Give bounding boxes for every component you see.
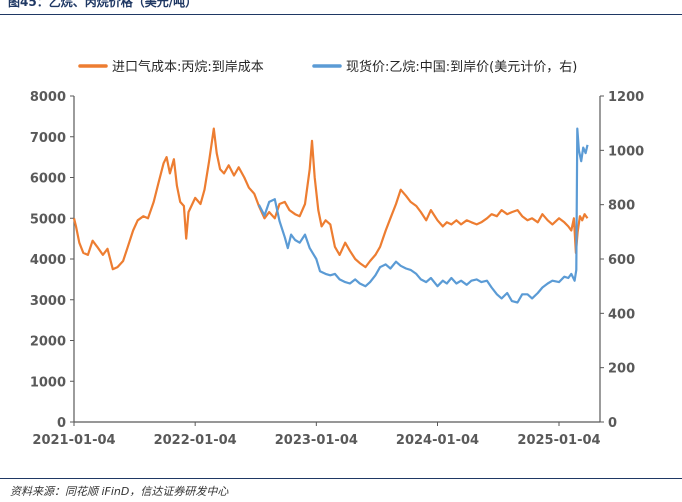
left-y-tick-label: 7000 — [30, 131, 66, 146]
right-y-tick-label: 600 — [608, 253, 635, 268]
legend-label-propane: 进口气成本:丙烷:到岸成本 — [112, 59, 264, 75]
title-rule — [0, 14, 682, 15]
x-tick-label: 2021-01-04 — [32, 433, 115, 448]
right-y-tick-label: 800 — [608, 199, 635, 214]
left-y-tick-label: 3000 — [30, 294, 66, 309]
left-y-tick-label: 0 — [57, 416, 66, 431]
left-y-tick-label: 1000 — [30, 375, 66, 390]
right-y-tick-label: 1000 — [608, 144, 644, 159]
left-y-tick-label: 6000 — [30, 172, 66, 187]
left-y-tick-label: 8000 — [30, 90, 66, 105]
series-line-propane — [72, 127, 589, 271]
x-tick-label: 2025-01-04 — [517, 433, 600, 448]
bottom-rule — [0, 478, 682, 479]
right-y-tick-label: 0 — [608, 416, 617, 431]
left-y-tick-label: 5000 — [30, 212, 66, 227]
left-y-tick-label: 2000 — [30, 335, 66, 350]
x-tick-label: 2023-01-04 — [275, 433, 358, 448]
x-tick-label: 2024-01-04 — [396, 433, 479, 448]
right-y-tick-label: 200 — [608, 362, 635, 377]
right-y-tick-label: 400 — [608, 307, 635, 322]
x-tick-label: 2022-01-04 — [154, 433, 237, 448]
source-note: 资料来源：同花顺 iFinD，信达证券研发中心 — [10, 485, 229, 498]
series-line-ethane — [257, 127, 589, 304]
legend-label-ethane: 现货价:乙烷:中国:到岸价(美元计价，右) — [346, 59, 577, 75]
left-y-tick-label: 4000 — [30, 253, 66, 268]
right-y-tick-label: 1200 — [608, 90, 644, 105]
figure-title: 图45：乙烷、丙烷价格（美元/吨） — [8, 0, 198, 9]
